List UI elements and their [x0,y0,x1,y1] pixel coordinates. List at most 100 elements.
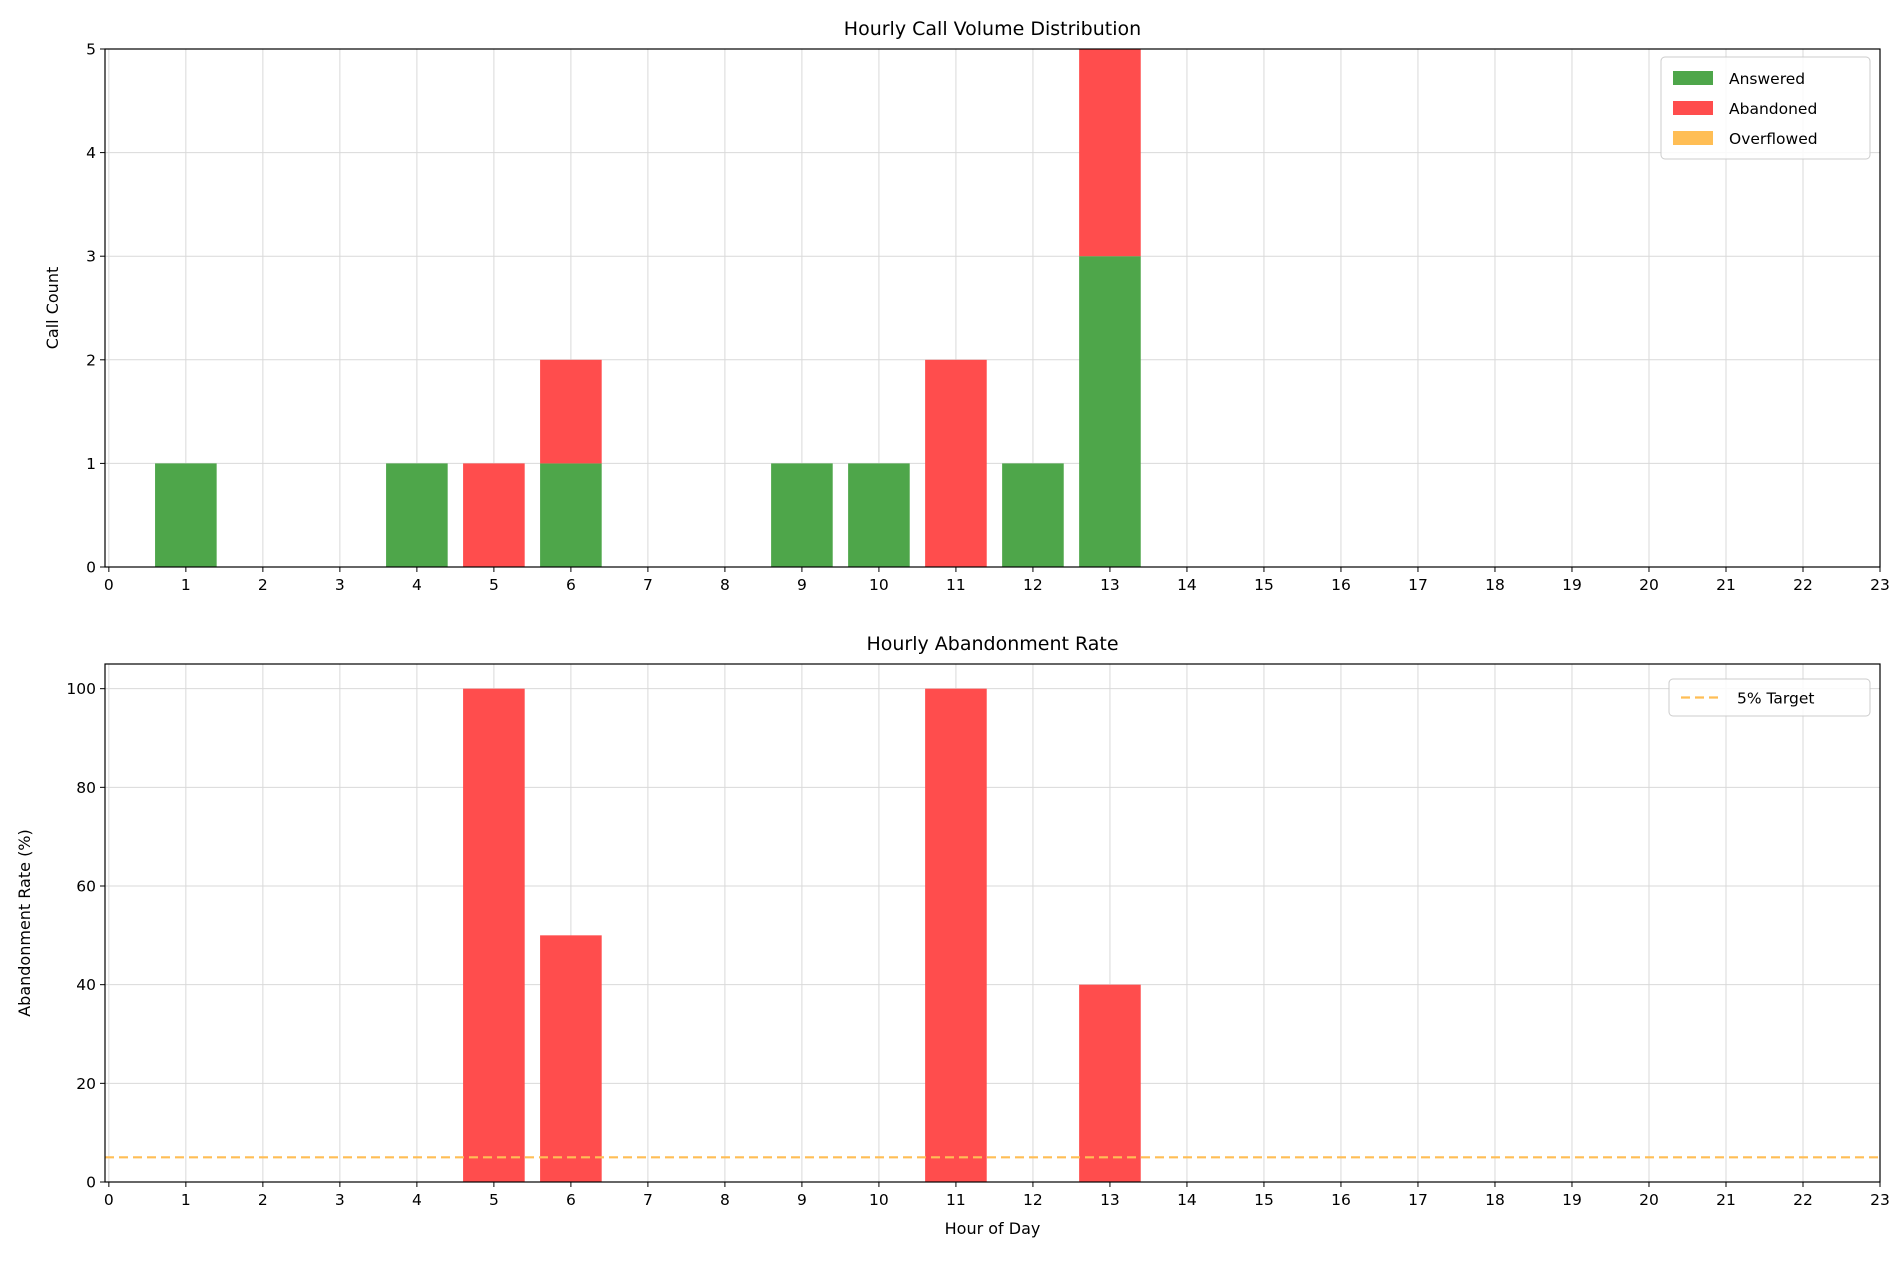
x-tick-label: 20 [1639,1191,1659,1209]
legend-1: Answered Abandoned Overflowed [1660,56,1871,160]
legend-label-answered: Answered [1729,70,1805,88]
plot-frame-2 [104,663,1881,1183]
legend-2: 5% Target [1668,678,1871,717]
bar-rate-hour-11 [925,688,987,1182]
x-tick-label: 13 [1100,576,1120,594]
legend-label-overflowed: Overflowed [1729,130,1818,148]
x-tick-label: 17 [1408,1191,1428,1209]
x-tick-label: 0 [104,576,114,594]
y-tick-label: 0 [86,559,96,577]
plot-frame-1 [104,48,1881,568]
x-tick-label: 1 [181,1191,191,1209]
bar-rate-hour-6 [540,935,602,1182]
x-tick-label: 16 [1331,576,1351,594]
x-tick-label: 13 [1100,1191,1120,1209]
x-tick-label: 23 [1870,576,1890,594]
x-tick-label: 2 [258,576,268,594]
gridlines-1 [105,48,1881,568]
legend-label-target: 5% Target [1737,690,1814,708]
x-tick-label: 1 [181,576,191,594]
bar-answered-hour-6 [540,463,602,567]
legend-swatch-answered [1673,71,1713,85]
bar-rate-hour-5 [463,688,525,1182]
y-tick-label: 3 [86,248,96,266]
y-tick-label: 2 [86,351,96,369]
bar-abandoned-hour-11 [925,359,987,567]
bar-rate-hour-13 [1079,984,1141,1182]
x-tick-label: 23 [1870,1191,1890,1209]
x-tick-label: 16 [1331,1191,1351,1209]
y-ticks-2: 0 20 40 60 80 100 [66,680,105,1192]
x-tick-label: 19 [1562,1191,1582,1209]
legend-label-abandoned: Abandoned [1729,100,1817,118]
x-tick-label: 9 [797,576,807,594]
x-tick-label: 9 [797,1191,807,1209]
x-tick-label: 21 [1716,1191,1736,1209]
x-tick-label: 6 [566,576,576,594]
x-tick-label: 11 [946,576,966,594]
bar-abandoned-hour-6 [540,359,602,464]
x-tick-label: 4 [412,576,422,594]
chart-title-2: Hourly Abandonment Rate [866,633,1118,655]
x-tick-label: 14 [1177,576,1197,594]
legend-box [1668,678,1871,717]
x-ticks-2: 0 1 2 3 4 5 6 7 8 9 10 11 12 13 14 15 16 17 18 19 20 21 22 23 [104,1182,1890,1209]
bar-answered-hour-12 [1002,463,1064,567]
bar-abandoned-hour-13 [1079,49,1141,257]
bar-answered-hour-4 [386,463,448,567]
x-axis-label-2: Hour of Day [945,1219,1041,1238]
y-tick-label: 1 [86,455,96,473]
chart-1: 0 1 2 3 4 5 6 7 8 9 10 11 12 13 14 15 16 17 18 19 20 21 22 2301… [43,18,1890,594]
y-tick-label: 40 [76,976,96,994]
y-axis-label-2: Abandonment Rate (%) [15,829,34,1017]
x-tick-label: 20 [1639,576,1659,594]
gridlines-2 [105,664,1881,1183]
bar-answered-hour-9 [771,463,833,567]
x-tick-label: 12 [1023,576,1043,594]
bars-2 [463,688,1141,1182]
x-tick-label: 17 [1408,576,1428,594]
bars-1 [155,49,1141,567]
x-tick-label: 8 [720,576,730,594]
x-ticks-1: 0 1 2 3 4 5 6 7 8 9 10 11 12 13 14 15 16 17 18 19 20 21 22 23 [104,567,1890,594]
x-tick-label: 22 [1793,576,1813,594]
y-axis-label-1: Call Count [43,267,62,349]
x-tick-label: 10 [869,1191,889,1209]
bar-answered-hour-1 [155,463,217,567]
x-tick-label: 8 [720,1191,730,1209]
y-tick-label: 60 [76,878,96,896]
y-tick-label: 80 [76,779,96,797]
legend-swatch-abandoned [1673,101,1713,115]
x-tick-label: 0 [104,1191,114,1209]
x-tick-label: 7 [643,576,653,594]
x-tick-label: 7 [643,1191,653,1209]
y-tick-label: 5 [86,41,96,59]
x-tick-label: 12 [1023,1191,1043,1209]
x-tick-label: 4 [412,1191,422,1209]
x-tick-label: 15 [1254,576,1274,594]
bar-answered-hour-13 [1079,256,1141,567]
x-tick-label: 15 [1254,1191,1274,1209]
x-tick-label: 22 [1793,1191,1813,1209]
y-ticks-1: 0 1 2 3 4 5 [86,41,105,577]
y-tick-label: 20 [76,1075,96,1093]
y-tick-label: 4 [86,144,96,162]
x-tick-label: 5 [489,1191,499,1209]
x-tick-label: 14 [1177,1191,1197,1209]
x-tick-label: 5 [489,576,499,594]
x-tick-label: 18 [1485,1191,1505,1209]
x-tick-label: 19 [1562,576,1582,594]
bar-answered-hour-10 [848,463,910,567]
x-tick-label: 6 [566,1191,576,1209]
x-tick-label: 21 [1716,576,1736,594]
x-tick-label: 2 [258,1191,268,1209]
legend-swatch-overflowed [1673,131,1713,145]
chart-2: 0 1 2 3 4 5 6 7 8 9 10 11 12 13 14 15 16 17 18 19 20 21 22 2302… [15,633,1890,1238]
bar-abandoned-hour-5 [463,463,525,567]
legend-box [1660,56,1871,160]
x-tick-label: 3 [335,1191,345,1209]
x-tick-label: 18 [1485,576,1505,594]
x-tick-label: 3 [335,576,345,594]
